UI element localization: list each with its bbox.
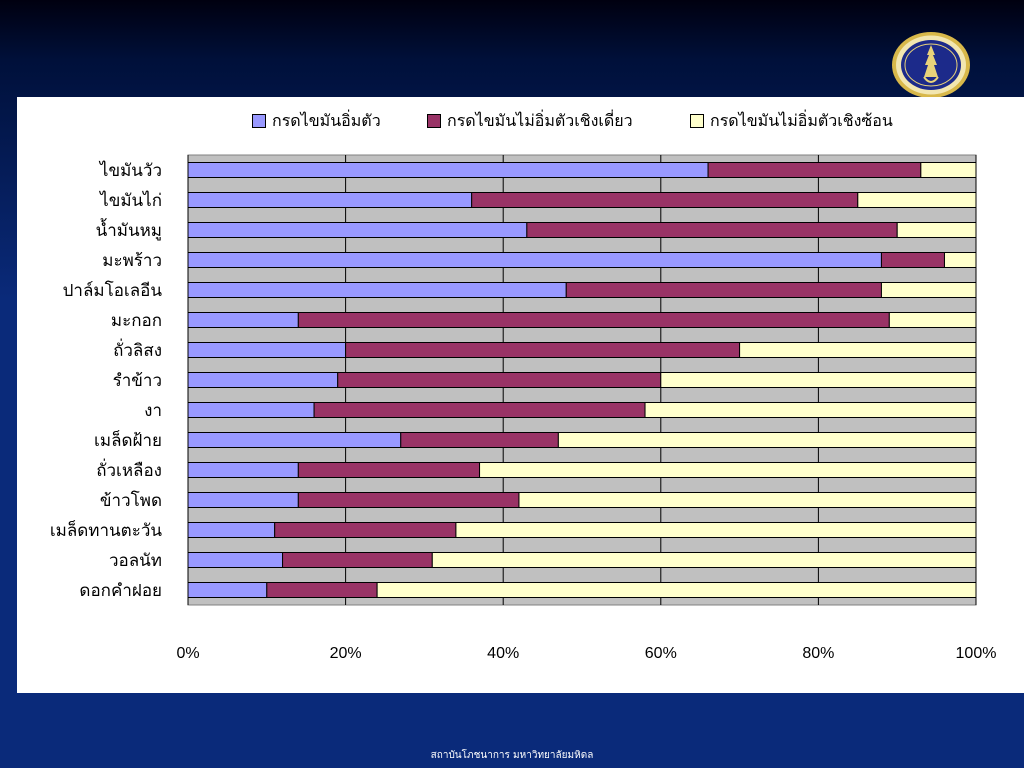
x-tick-label: 80%	[802, 645, 834, 662]
bar-segment	[431, 552, 977, 568]
bar-segment	[943, 252, 977, 268]
category-label: ถั่วเหลือง	[96, 458, 162, 481]
category-label: ข้าวโพด	[100, 490, 162, 511]
bar-segment	[187, 552, 284, 568]
bar-segment	[313, 402, 646, 418]
bar-segment	[187, 252, 882, 268]
bar-segment	[455, 522, 977, 538]
bar-segment	[187, 582, 268, 598]
x-tick-label: 60%	[645, 645, 677, 662]
bar-segment	[376, 582, 977, 598]
bar-segment	[345, 342, 741, 358]
legend-item-mono: กรดไขมันไม่อิ่มตัวเชิงเดี่ยว	[427, 110, 633, 132]
category-label: ปาล์มโอเลอีน	[63, 280, 163, 301]
bar-segment	[187, 222, 528, 238]
legend-swatch-poly	[690, 114, 704, 128]
bar-segment	[644, 402, 977, 418]
bar-segment	[297, 492, 520, 508]
bar-segment	[297, 312, 890, 328]
bar-segment	[187, 282, 567, 298]
category-label: เมล็ดฝ้าย	[94, 429, 162, 451]
bar-segment	[479, 462, 977, 478]
bar-segment	[920, 162, 977, 178]
category-label: รำข้าว	[113, 371, 162, 391]
bar-segment	[739, 342, 977, 358]
category-label: เมล็ดทานตะวัน	[50, 519, 163, 541]
bar-segment	[526, 222, 898, 238]
legend-item-saturated: กรดไขมันอิ่มตัว	[252, 110, 381, 132]
bar-segment	[337, 372, 662, 388]
x-tick-label: 100%	[956, 645, 997, 662]
bar-segment	[187, 492, 299, 508]
bar-segment	[888, 312, 977, 328]
bar-segment	[187, 462, 299, 478]
category-label: ดอกคำฝอย	[79, 581, 162, 601]
bar-segment	[187, 342, 347, 358]
bar-segment	[187, 522, 276, 538]
bar-segment	[896, 222, 977, 238]
bar-segment	[297, 462, 481, 478]
category-label: น้ำมันหมู	[96, 218, 162, 241]
legend-swatch-mono	[427, 114, 441, 128]
bar-segment	[880, 282, 977, 298]
legend-item-poly: กรดไขมันไม่อิ่มตัวเชิงซ้อน	[690, 110, 893, 132]
bar-segment	[707, 162, 922, 178]
category-label: ถั่วลิสง	[113, 338, 162, 361]
bar-segment	[187, 192, 473, 208]
university-seal-icon	[892, 32, 970, 98]
bar-segment	[187, 372, 339, 388]
bar-segment	[557, 432, 977, 448]
x-tick-label: 20%	[330, 645, 362, 662]
x-tick-label: 40%	[487, 645, 519, 662]
bar-segment	[400, 432, 559, 448]
bar-segment	[266, 582, 378, 598]
bar-segment	[565, 282, 882, 298]
bar-segment	[518, 492, 977, 508]
footer-text: สถาบันโภชนาการ มหาวิทยาลัยมหิดล	[430, 750, 594, 761]
legend-label-mono: กรดไขมันไม่อิ่มตัวเชิงเดี่ยว	[447, 110, 633, 130]
bar-segment	[471, 192, 859, 208]
category-label: มะพร้าว	[102, 251, 162, 271]
legend-label-saturated: กรดไขมันอิ่มตัว	[272, 110, 381, 130]
legend-swatch-saturated	[252, 114, 266, 128]
bar-segment	[857, 192, 977, 208]
category-label: ไขมันไก่	[98, 190, 162, 211]
bar-segment	[660, 372, 977, 388]
bar-segment	[187, 312, 299, 328]
bar-segment	[282, 552, 433, 568]
category-label: ไขมันวัว	[98, 160, 162, 181]
bar-segment	[187, 432, 402, 448]
category-label: งา	[144, 401, 162, 421]
bar-segment	[880, 252, 945, 268]
category-label: มะกอก	[111, 311, 162, 331]
x-tick-label: 0%	[176, 645, 199, 662]
bar-segment	[274, 522, 457, 538]
bar-segment	[187, 162, 709, 178]
legend-label-poly: กรดไขมันไม่อิ่มตัวเชิงซ้อน	[710, 110, 893, 130]
category-label: วอลนัท	[109, 551, 162, 571]
bar-segment	[187, 402, 315, 418]
